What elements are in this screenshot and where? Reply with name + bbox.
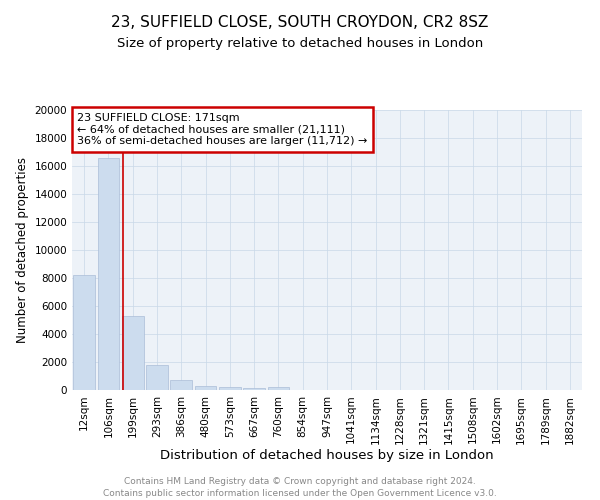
Bar <box>97 158 119 390</box>
Bar <box>194 386 217 390</box>
Bar <box>243 388 265 390</box>
Y-axis label: Number of detached properties: Number of detached properties <box>16 157 29 343</box>
Bar <box>73 275 95 390</box>
Bar <box>170 380 192 390</box>
Bar <box>219 387 241 390</box>
Bar <box>122 316 143 390</box>
Text: 23 SUFFIELD CLOSE: 171sqm
← 64% of detached houses are smaller (21,111)
36% of s: 23 SUFFIELD CLOSE: 171sqm ← 64% of detac… <box>77 113 367 146</box>
Bar <box>268 387 289 390</box>
Text: Size of property relative to detached houses in London: Size of property relative to detached ho… <box>117 38 483 51</box>
Bar <box>146 365 168 390</box>
X-axis label: Distribution of detached houses by size in London: Distribution of detached houses by size … <box>160 449 494 462</box>
Text: 23, SUFFIELD CLOSE, SOUTH CROYDON, CR2 8SZ: 23, SUFFIELD CLOSE, SOUTH CROYDON, CR2 8… <box>112 15 488 30</box>
Text: Contains HM Land Registry data © Crown copyright and database right 2024.
Contai: Contains HM Land Registry data © Crown c… <box>103 476 497 498</box>
